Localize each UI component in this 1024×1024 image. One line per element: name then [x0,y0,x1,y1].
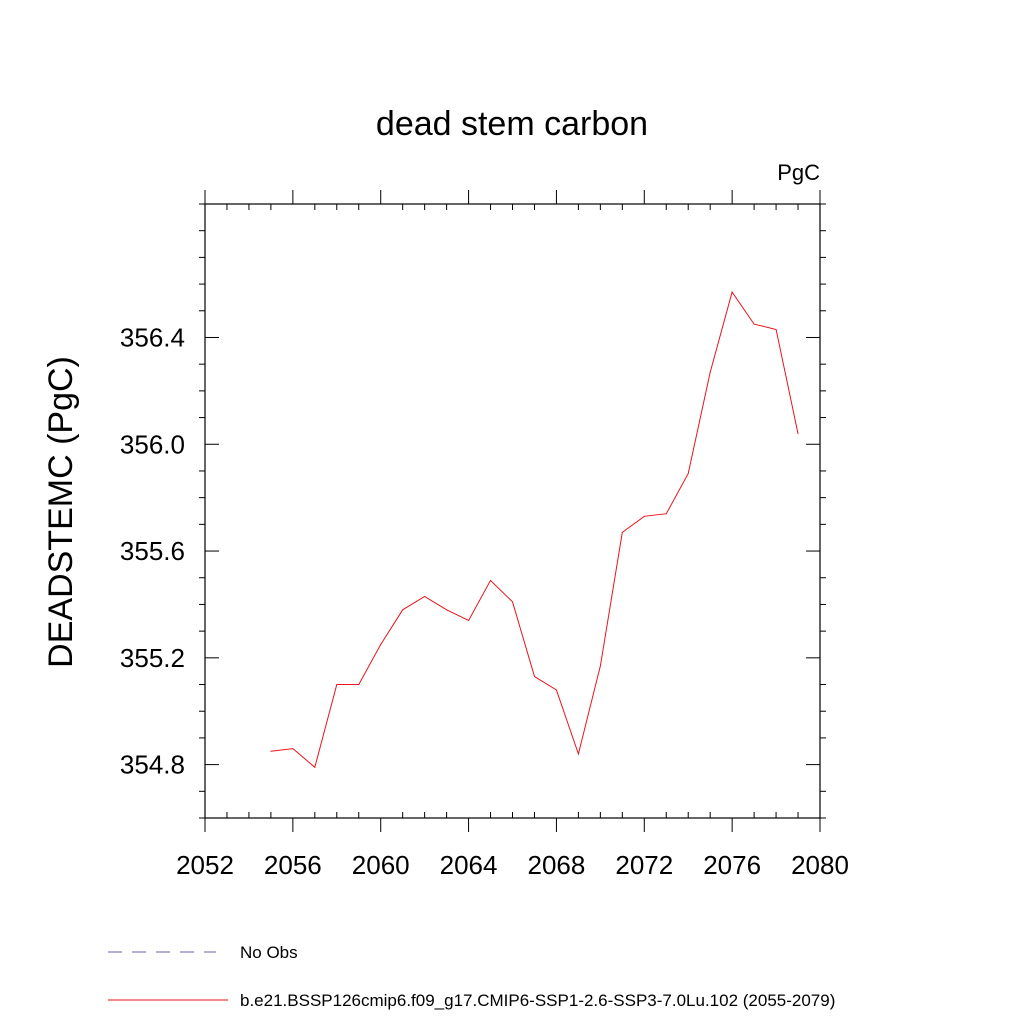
x-tick-label: 2080 [791,850,849,880]
series-line-0 [270,290,799,769]
data-point [534,676,535,677]
data-point [687,473,689,475]
units-label: PgC [777,160,820,185]
plot-frame [204,203,821,819]
y-tick-label: 356.0 [120,429,185,459]
data-point [555,689,557,691]
y-axis-label: DEADSTEMC (PgC) [42,356,80,668]
data-point [446,609,448,611]
data-point [336,684,338,685]
data-point [512,601,513,603]
data-point [599,665,601,667]
data-point [731,291,733,293]
data-point [270,750,272,752]
data-point [709,371,711,373]
x-tick-label: 2060 [352,850,410,880]
y-tick-label: 355.2 [120,643,185,673]
y-tick-label: 356.4 [120,322,185,352]
data-point [577,753,579,755]
data-point [643,515,645,517]
chart-title: dead stem carbon [376,105,648,143]
x-tick-label: 2064 [440,850,498,880]
data-point [753,323,755,325]
data-point [468,620,470,621]
data-point [380,644,382,645]
x-tick-label: 2076 [703,850,761,880]
data-point [292,748,294,750]
axis-ticks [199,190,826,832]
y-tick-label: 354.8 [120,750,185,780]
x-tick-label: 2052 [176,850,234,880]
x-tick-label: 2072 [615,850,673,880]
data-point [314,766,316,768]
tick-labels: 2052 2056 2060 2064 2068 2072 2076 2080 354.8 355… [120,322,849,880]
x-tick-label: 2056 [264,850,322,880]
data-point [621,531,623,533]
data-point [490,579,491,581]
data-point [775,329,777,330]
data-point [424,595,426,597]
data-point [358,684,360,685]
legend-label-no-obs: No Obs [240,943,298,962]
data-point [797,433,799,435]
legend: No Obs b.e21.BSSP126cmip6.f09_g17.CMIP6-… [108,943,835,1010]
y-tick-label: 355.6 [120,536,185,566]
legend-label-model-run: b.e21.BSSP126cmip6.f09_g17.CMIP6-SSP1-2.… [240,991,835,1010]
x-tick-label: 2068 [528,850,586,880]
data-point [665,513,667,515]
series-lines [270,290,799,769]
data-point [402,609,404,611]
